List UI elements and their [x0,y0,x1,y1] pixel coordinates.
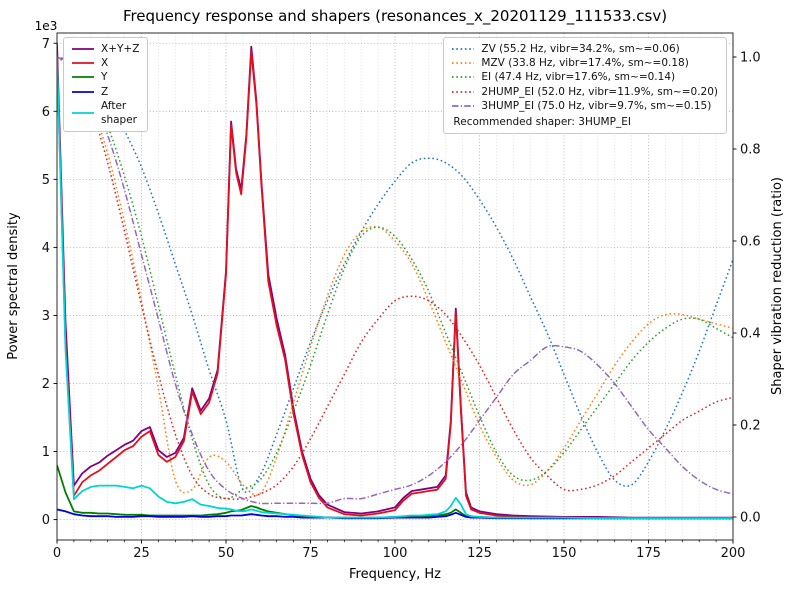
x-tick-label: 175 [636,546,661,561]
legend-line-sample [452,76,475,79]
legend-shaper-item-zv: ZV (55.2 Hz, vibr=34.2%, sm~=0.06) [451,42,718,56]
x-tick-label: 50 [218,546,235,561]
series-3hump-ei [57,56,733,505]
legend-label: X [101,57,109,70]
legend-psd-item-z: Z [71,85,139,99]
x-tick-label: 0 [53,546,61,561]
shaper-legend: ZV (55.2 Hz, vibr=34.2%, sm~=0.06) MZV (3… [443,37,727,135]
legend-line-sample [452,90,475,93]
legend-label: EI (47.4 Hz, vibr=17.6%, sm~=0.14) [481,71,676,84]
legend-shaper-item-3hump-ei: 3HUMP_EI (75.0 Hz, vibr=9.7%, sm~=0.15) [451,99,718,113]
y-left-tick-label: 3 [42,309,50,324]
legend-label: 2HUMP_EI (52.0 Hz, vibr=11.9%, sm~=0.20) [481,85,718,98]
legend-label: ZV (55.2 Hz, vibr=34.2%, sm~=0.06) [481,43,680,55]
legend-psd-item-x: X [71,56,139,70]
series-after-shaper [57,56,733,520]
legend-label: After shaper [101,99,138,126]
legend-psd-item-after-shaper: After shaper [71,99,139,127]
legend-line-sample [72,76,94,79]
x-tick-label: 100 [383,546,408,561]
series-ei [57,56,733,500]
legend-label: Y [101,71,108,84]
legend-label: Z [101,85,109,98]
grid-minor [73,33,717,540]
y-left-axis-label: Power spectral density [6,212,21,360]
y-right-tick-label: 0.2 [740,419,761,434]
legend-line-sample [72,62,94,65]
legend-recommended-shaper: Recommended shaper: 3HUMP_EI [453,115,631,128]
series-mzv [57,56,733,497]
y-left-tick-label: 6 [42,105,50,120]
x-tick-label: 200 [721,546,746,561]
x-tick-label: 150 [552,546,577,561]
y-right-tick-label: 0.6 [740,235,761,250]
legend-line-sample [452,104,475,107]
y-right-axis-label: Shaper vibration reduction (ratio) [770,177,785,395]
psd-legend: X+Y+Z X Y Z After shaper [63,37,149,133]
y-left-offset-text: 1e3 [35,19,58,33]
y-left-tick-label: 2 [42,377,50,392]
x-tick-label: 75 [302,546,319,561]
legend-shaper-item-mzv: MZV (33.8 Hz, vibr=17.4%, sm~=0.18) [451,56,718,70]
legend-line-sample [452,62,475,65]
x-tick-label: 125 [467,546,492,561]
y-right-tick-label: 1.0 [740,51,761,66]
legend-psd-item-y: Y [71,70,139,84]
y-left-tick-label: 4 [42,241,50,256]
x-tick-label: 25 [133,546,150,561]
y-left-tick-label: 7 [42,37,50,52]
legend-label: 3HUMP_EI (75.0 Hz, vibr=9.7%, sm~=0.15) [481,99,712,112]
plot-series [57,43,733,520]
legend-line-sample [452,48,475,50]
y-left-tick-label: 0 [42,513,50,528]
legend-shaper-item-ei: EI (47.4 Hz, vibr=17.6%, sm~=0.14) [451,70,718,84]
legend-shaper-item-2hump-ei: 2HUMP_EI (52.0 Hz, vibr=11.9%, sm~=0.20) [451,85,718,99]
series-x [57,50,733,520]
y-right-tick-label: 0.8 [740,143,761,158]
axis-tick-labels: 0 25 50 75 100 125 150 175 200 0 1 2 3 4 5 6 7 0.0 0.2 0.4 0… [42,37,761,561]
y-left-tick-label: 5 [42,173,50,188]
legend-line-sample [72,48,94,50]
y-right-tick-label: 0.0 [740,511,761,526]
legend-label: X+Y+Z [101,43,140,55]
series-z [57,508,733,520]
chart-title: Frequency response and shapers (resonanc… [123,7,667,26]
y-left-tick-label: 1 [42,445,50,460]
legend-line-sample [72,90,94,93]
axis-ticks [53,42,737,544]
x-axis-label: Frequency, Hz [349,567,441,582]
legend-label: MZV (33.8 Hz, vibr=17.4%, sm~=0.18) [481,57,689,70]
y-right-tick-label: 0.4 [740,327,761,342]
series-zv [57,56,733,494]
legend-psd-item-x-y-z: X+Y+Z [71,42,139,56]
legend-line-sample [72,112,94,114]
